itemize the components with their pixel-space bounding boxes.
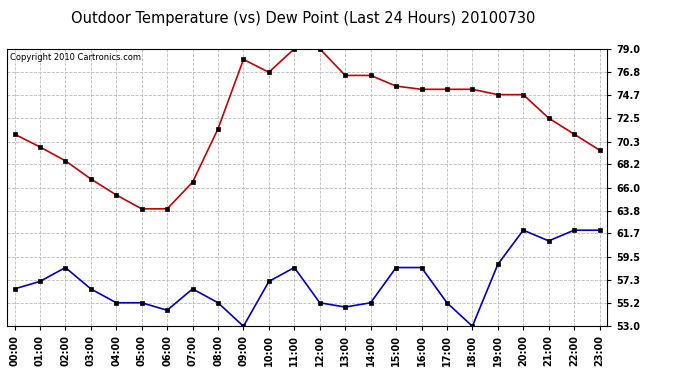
Text: Outdoor Temperature (vs) Dew Point (Last 24 Hours) 20100730: Outdoor Temperature (vs) Dew Point (Last… bbox=[71, 11, 536, 26]
Text: Copyright 2010 Cartronics.com: Copyright 2010 Cartronics.com bbox=[10, 53, 141, 62]
